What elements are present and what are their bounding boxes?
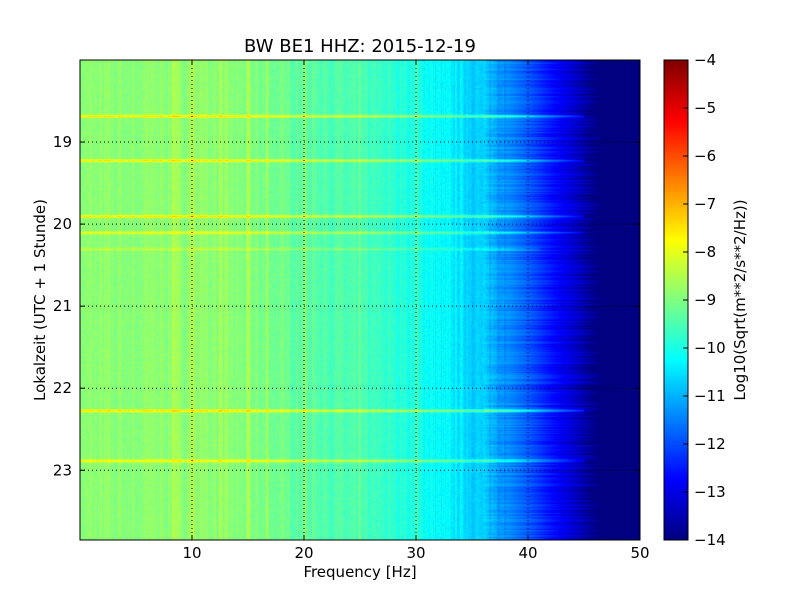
x-axis-ticks: 10 20 30 40 50 <box>182 60 650 562</box>
y-tick-label: 23 <box>53 461 72 479</box>
y-tick-label: 19 <box>53 133 72 151</box>
x-tick-label: 10 <box>182 544 201 562</box>
x-tick-label: 20 <box>294 544 313 562</box>
y-axis-label: Lokalzeit (UTC + 1 Stunde) <box>31 199 49 401</box>
x-axis-label: Frequency [Hz] <box>303 563 416 581</box>
y-axis-ticks: 19 20 21 22 23 <box>53 133 640 479</box>
chart-title: BW BE1 HHZ: 2015-12-19 <box>244 36 476 57</box>
colorbar-label: Log10(Sqrt(m**2/s**2/Hz)) <box>731 199 749 400</box>
plot-area: 10 20 30 40 50 19 20 21 22 23 <box>53 59 650 562</box>
spectrogram-heatmap <box>80 60 640 540</box>
x-tick-label: 40 <box>518 544 537 562</box>
colorbar-tick-label: −12 <box>694 435 726 453</box>
y-tick-label: 20 <box>53 215 72 233</box>
colorbar-tick-label: −7 <box>694 195 716 213</box>
x-tick-label: 30 <box>406 544 425 562</box>
grid-lines <box>80 60 640 540</box>
colorbar-tick-label: −6 <box>694 147 716 165</box>
colorbar-tick-label: −10 <box>694 339 726 357</box>
colorbar-tick-label: −13 <box>694 483 726 501</box>
y-tick-label: 22 <box>53 379 72 397</box>
plot-frame <box>79 59 641 541</box>
colorbar-tick-label: −5 <box>694 99 716 117</box>
colorbar-tick-label: −9 <box>694 291 716 309</box>
colorbar-tick-label: −8 <box>694 243 716 261</box>
colorbar-tick-label: −14 <box>694 531 726 549</box>
colorbar-tick-label: −11 <box>694 387 726 405</box>
y-tick-label: 21 <box>53 297 72 315</box>
colorbar: −4 −5 −6 −7 −8 −9 −10 −11 −12 −13 −14 <box>663 51 726 549</box>
x-tick-label: 50 <box>630 544 649 562</box>
colorbar-tick-label: −4 <box>694 51 716 69</box>
colorbar-ticks: −4 −5 −6 −7 −8 −9 −10 −11 −12 −13 −14 <box>683 51 726 549</box>
